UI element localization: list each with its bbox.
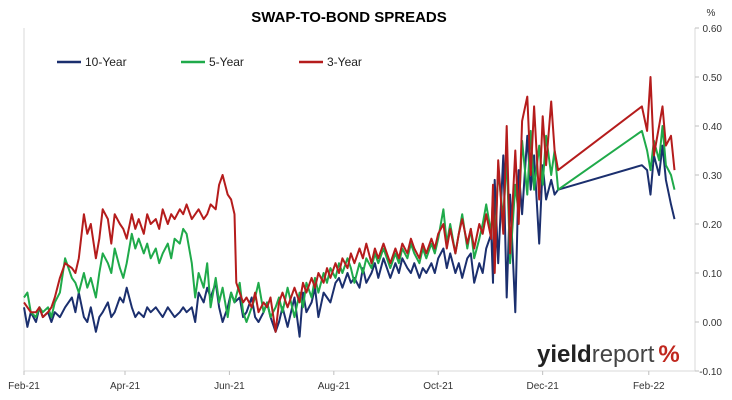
y-tick-label: 0.60	[703, 24, 723, 35]
series-lines	[23, 76, 676, 338]
series-line-3-year	[23, 76, 676, 333]
chart-title: SWAP-TO-BOND SPREADS	[251, 9, 447, 26]
y-tick-label: 0.20	[703, 220, 723, 231]
watermark-logo: yieldreport%	[537, 341, 680, 368]
yieldreport-watermark: yieldreport%	[537, 341, 680, 368]
legend-label-3-year: 3-Year	[327, 55, 362, 69]
x-tick-label: Aug-21	[318, 381, 351, 392]
x-tick-label: Apr-21	[110, 381, 140, 392]
x-tick-label: Oct-21	[423, 381, 453, 392]
watermark-percent-text: %	[658, 341, 679, 368]
y-tick-label: 0.50	[703, 73, 723, 84]
y-tick-label: 0.40	[703, 122, 723, 133]
x-tick-label: Jun-21	[214, 381, 245, 392]
y-tick-label: 0.10	[703, 269, 723, 280]
x-axis: Feb-21 Apr-21 Jun-21 Aug-21 Oct-21 Dec-21 Feb-…	[8, 371, 665, 392]
series-line-10-year	[23, 134, 676, 338]
plot-frame	[23, 28, 696, 372]
y-tick-label: 0.30	[703, 171, 723, 182]
watermark-report-text: report	[592, 341, 655, 368]
y-axis: 0.60 0.50 0.40 0.30 0.20 0.10 0.00 -0.10	[695, 24, 722, 378]
y-tick-label: -0.10	[699, 367, 722, 378]
x-tick-label: Dec-21	[527, 381, 560, 392]
watermark-yield-text: yield	[537, 341, 592, 368]
x-tick-label: Feb-21	[8, 381, 40, 392]
y-tick-label: 0.00	[703, 318, 723, 329]
legend-label-5-year: 5-Year	[209, 55, 244, 69]
y-axis-unit-label: %	[707, 8, 716, 19]
legend-label-10-year: 10-Year	[85, 55, 127, 69]
x-tick-label: Feb-22	[633, 381, 665, 392]
legend: 10-Year 5-Year 3-Year	[57, 55, 362, 69]
